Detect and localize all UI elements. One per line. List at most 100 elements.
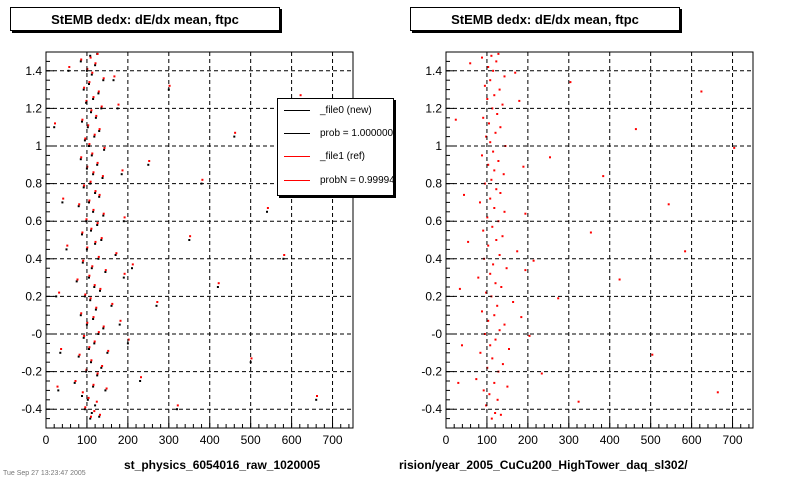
right-point <box>494 412 497 414</box>
left-point <box>168 84 171 87</box>
right-point <box>481 154 483 157</box>
left-ytick-label: 0.2 <box>25 289 42 303</box>
left-point <box>78 353 81 356</box>
right-point <box>495 188 498 191</box>
right-point <box>528 334 531 337</box>
left-point <box>91 152 94 155</box>
left-point <box>82 336 85 339</box>
left-point <box>93 135 96 138</box>
left-point <box>92 383 95 386</box>
left-point <box>86 246 89 249</box>
left-point <box>176 408 178 411</box>
legend-entry-probn: probN = 0.99994 <box>278 171 393 189</box>
left-point <box>86 126 89 129</box>
left-ytick-label: 0.4 <box>25 252 42 266</box>
left-point <box>102 214 105 217</box>
right-point <box>482 116 485 119</box>
left-point <box>83 334 86 337</box>
left-point <box>97 90 100 93</box>
left-point <box>123 272 126 275</box>
right-point <box>503 75 506 78</box>
left-point <box>233 135 236 138</box>
left-point <box>140 376 142 379</box>
left-point <box>266 207 269 209</box>
left-point <box>56 385 59 388</box>
left-point <box>89 54 92 57</box>
left-point <box>126 342 129 345</box>
right-plot-filename: rision/year_2005_CuCu200_HighTower_daq_s… <box>399 458 688 472</box>
left-point <box>131 263 134 266</box>
left-point <box>92 385 95 388</box>
left-point <box>315 398 318 401</box>
timestamp-stamp: Tue Sep 27 13:23:47 2005 <box>3 470 86 477</box>
right-plot: 0 100 200 300 400 500 600 700 -0.4 -0.2 -0 0.2 0.4 0.… <box>421 51 754 447</box>
left-point <box>131 267 133 270</box>
left-point <box>89 297 92 300</box>
left-point <box>93 340 96 343</box>
right-point <box>667 203 670 206</box>
left-point <box>101 175 104 178</box>
right-point <box>485 291 488 294</box>
right-point <box>490 417 493 420</box>
right-point <box>487 244 490 247</box>
left-xtick-label: 100 <box>77 433 97 447</box>
left-point <box>107 349 110 352</box>
left-point <box>102 77 105 80</box>
left-point <box>93 410 96 413</box>
right-ytick-label: -0.4 <box>421 402 442 416</box>
left-xtick-label: 500 <box>241 433 261 447</box>
left-point <box>81 261 84 264</box>
right-point <box>557 297 560 300</box>
right-point <box>469 62 472 65</box>
right-point <box>497 52 500 55</box>
right-point <box>477 276 480 279</box>
left-point <box>92 173 95 176</box>
left-point <box>102 327 105 330</box>
left-point <box>87 124 90 127</box>
left-point <box>94 240 97 243</box>
right-point <box>496 398 499 401</box>
left-point <box>176 404 179 407</box>
right-point <box>651 353 654 356</box>
left-point <box>101 177 104 179</box>
right-point <box>489 272 492 275</box>
left-point <box>80 312 83 315</box>
right-point <box>524 269 527 272</box>
left-point <box>80 156 83 159</box>
left-point <box>86 321 89 324</box>
right-point <box>489 344 492 347</box>
left-point <box>89 417 92 420</box>
right-ytick-label: -0 <box>431 327 442 341</box>
left-point <box>139 380 142 382</box>
left-xtick-label: 600 <box>282 433 302 447</box>
left-point <box>59 351 62 354</box>
left-ytick-label: 1.4 <box>25 64 42 78</box>
left-point <box>100 105 103 108</box>
left-point <box>103 146 106 149</box>
right-point <box>516 250 519 253</box>
right-point <box>486 216 489 219</box>
left-point <box>316 395 318 397</box>
right-point <box>495 60 498 63</box>
right-point <box>493 94 496 97</box>
left-point <box>90 111 92 114</box>
left-point <box>90 361 92 364</box>
left-point <box>92 210 95 213</box>
left-point <box>98 195 101 198</box>
left-point <box>93 286 96 288</box>
left-point <box>88 276 90 279</box>
left-point <box>81 120 83 123</box>
left-point <box>98 130 101 132</box>
left-point <box>97 255 100 258</box>
right-ytick-label: 0.6 <box>425 214 442 228</box>
left-xtick-label: 200 <box>118 433 138 447</box>
left-point <box>90 109 93 112</box>
left-point <box>85 218 88 221</box>
right-point <box>491 357 494 360</box>
right-xtick-label: 600 <box>682 433 702 447</box>
right-point <box>492 69 495 72</box>
left-point <box>73 381 76 384</box>
left-point <box>102 325 105 328</box>
right-point <box>487 66 490 68</box>
